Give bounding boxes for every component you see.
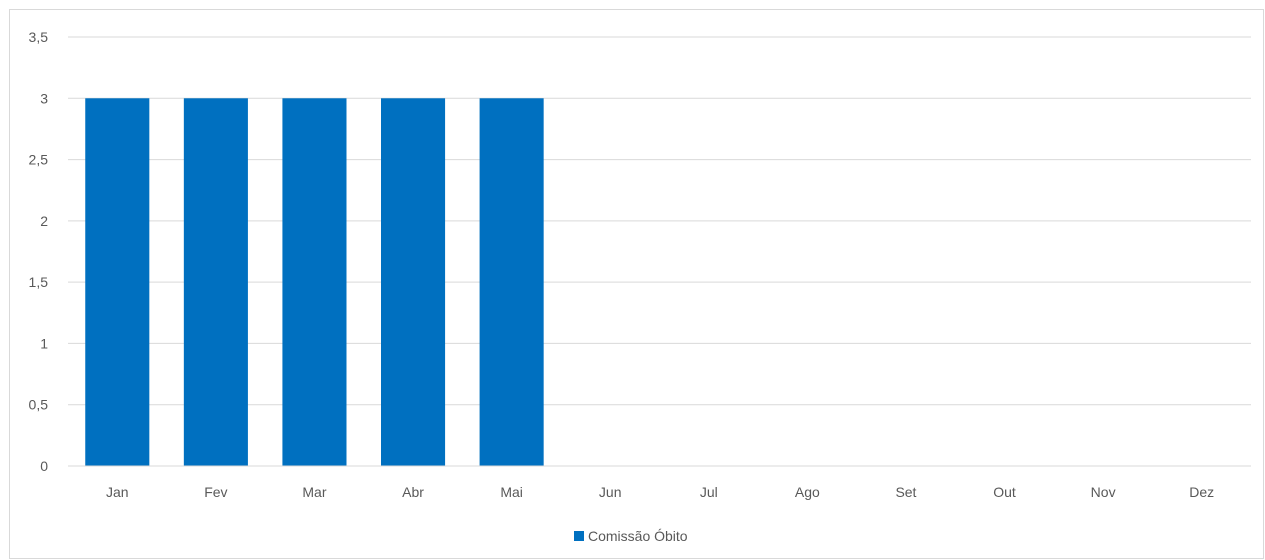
y-tick-label: 0,5 xyxy=(29,397,49,413)
bar-jan xyxy=(85,98,150,467)
y-tick-label: 1 xyxy=(40,335,48,351)
x-tick-label: Dez xyxy=(1189,484,1214,500)
bar-mai xyxy=(479,98,544,467)
legend-label: Comissão Óbito xyxy=(588,528,688,544)
x-tick-label: Fev xyxy=(204,484,227,500)
y-tick-label: 2 xyxy=(40,213,48,229)
x-tick-label: Abr xyxy=(402,484,424,500)
y-tick-label: 3,5 xyxy=(29,29,49,45)
y-tick-label: 1,5 xyxy=(29,274,49,290)
x-tick-label: Mar xyxy=(302,484,326,500)
x-tick-label: Jan xyxy=(106,484,129,500)
y-axis-tick-labels: 0 0,5 1 1,5 2 2,5 3 3,5 xyxy=(29,29,49,474)
x-tick-label: Jul xyxy=(700,484,718,500)
x-tick-label: Out xyxy=(993,484,1016,500)
legend-swatch xyxy=(574,531,584,541)
x-tick-label: Ago xyxy=(795,484,820,500)
y-tick-label: 3 xyxy=(40,90,48,106)
y-tick-label: 2,5 xyxy=(29,152,49,168)
legend: Comissão Óbito xyxy=(574,528,688,544)
x-tick-label: Set xyxy=(895,484,916,500)
bar-fev xyxy=(183,98,248,467)
gridlines xyxy=(68,36,1251,406)
x-tick-label: Mai xyxy=(500,484,523,500)
y-tick-label: 0 xyxy=(40,458,48,474)
x-tick-label: Nov xyxy=(1091,484,1116,500)
bar-mar xyxy=(282,98,347,467)
bar-abr xyxy=(381,98,446,467)
bars xyxy=(85,98,544,467)
x-axis-tick-labels: Jan Fev Mar Abr Mai Jun Jul Ago Set Out Nov Dez xyxy=(106,484,1214,500)
x-tick-label: Jun xyxy=(599,484,622,500)
